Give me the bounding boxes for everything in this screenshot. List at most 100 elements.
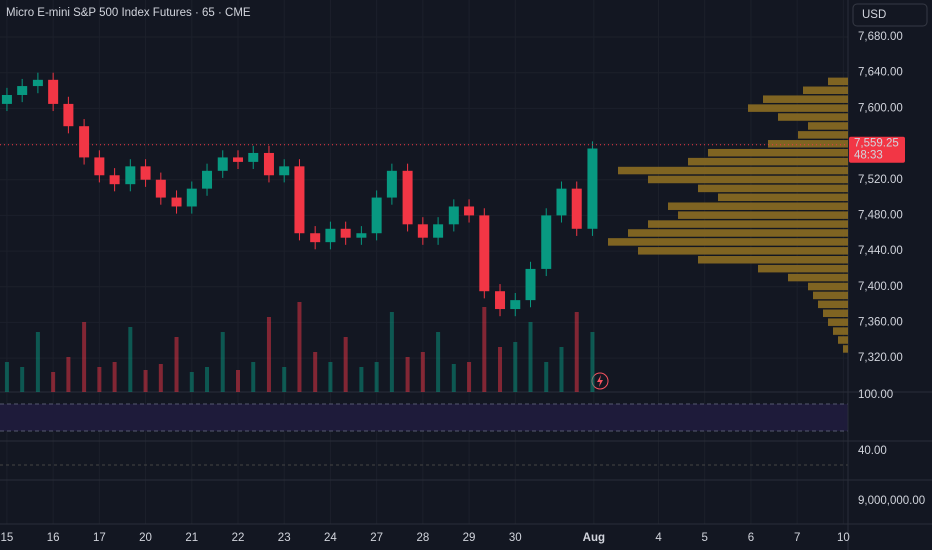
candle-body xyxy=(541,215,552,269)
y-tick-label: 7,320.00 xyxy=(858,352,903,364)
volume-bar xyxy=(266,317,271,392)
x-tick-label: 15 xyxy=(1,532,14,544)
x-tick-label: 28 xyxy=(416,532,429,544)
y-tick-label: 7,640.00 xyxy=(858,67,903,79)
candle-body xyxy=(1,94,12,104)
y-tick-label: 7,480.00 xyxy=(858,209,903,221)
volume-bar xyxy=(51,372,56,392)
x-tick-label: 7 xyxy=(794,532,800,544)
volume-bar xyxy=(528,322,533,392)
indicator-tick: 40.00 xyxy=(858,445,887,457)
profile-bar xyxy=(668,202,848,210)
x-tick-label: 22 xyxy=(232,532,245,544)
volume-bar xyxy=(66,357,71,392)
volume-bar xyxy=(174,337,179,392)
profile-bar xyxy=(803,86,848,95)
profile-bar xyxy=(798,131,848,139)
volume-bar xyxy=(343,337,348,392)
y-tick-label: 7,400.00 xyxy=(858,281,903,293)
candle-body xyxy=(140,166,151,180)
profile-bar xyxy=(843,345,848,353)
x-tick-label: 23 xyxy=(278,532,291,544)
last-price-label: 7,559.25 xyxy=(854,138,899,150)
chart-title: Micro E-mini S&P 500 Index Futures · 65 … xyxy=(6,7,251,19)
candle-body xyxy=(171,197,182,207)
x-tick-label: 16 xyxy=(47,532,60,544)
x-tick-label: 6 xyxy=(748,532,754,544)
volume-bar xyxy=(235,370,240,392)
profile-bar xyxy=(833,327,848,335)
profile-bar xyxy=(828,77,848,86)
profile-bar xyxy=(748,104,848,112)
volume-bar xyxy=(251,362,256,392)
x-tick-label: 20 xyxy=(139,532,152,544)
y-tick-label: 7,680.00 xyxy=(858,31,903,43)
candle-body xyxy=(279,166,290,176)
profile-bar xyxy=(808,122,848,130)
y-tick-label: 7,600.00 xyxy=(858,102,903,114)
candle-body xyxy=(155,179,166,198)
volume-bar xyxy=(189,372,194,392)
candle-body xyxy=(17,86,28,95)
volume-bar xyxy=(128,327,133,392)
candle-body xyxy=(125,166,136,185)
candle-body xyxy=(232,157,243,162)
candle-body xyxy=(495,291,506,310)
profile-bar xyxy=(648,220,848,228)
candle-body xyxy=(32,79,43,87)
profile-bar xyxy=(648,175,848,184)
candle-body xyxy=(248,152,259,162)
profile-bar xyxy=(808,282,848,291)
candle-body xyxy=(325,228,336,243)
volume-bar xyxy=(482,307,487,392)
grid xyxy=(0,0,848,524)
profile-bar xyxy=(813,291,848,300)
volume-bar xyxy=(590,332,595,392)
volume-bar xyxy=(82,322,87,392)
profile-bar xyxy=(778,113,848,121)
volume-bar xyxy=(20,367,25,392)
profile-bar xyxy=(708,148,848,157)
profile-bar xyxy=(698,255,848,264)
volume-bar xyxy=(4,362,9,392)
candle-body xyxy=(433,224,444,238)
profile-bar xyxy=(788,273,848,282)
candle-body xyxy=(186,188,197,207)
x-tick-label: 10 xyxy=(837,532,850,544)
profile-bar xyxy=(638,247,848,255)
candle-body xyxy=(48,79,59,104)
volume-bar xyxy=(282,367,287,392)
candle-body xyxy=(79,126,90,158)
volume-bar xyxy=(374,362,379,392)
volume-bar xyxy=(313,352,318,392)
profile-bar xyxy=(758,264,848,273)
currency-button[interactable] xyxy=(852,3,928,27)
x-tick-label: Aug xyxy=(583,532,605,544)
y-tick-label: 7,360.00 xyxy=(858,316,903,328)
volume-bar xyxy=(389,312,394,392)
volume-bar xyxy=(205,367,210,392)
volume-bar xyxy=(513,342,518,392)
volume-bar xyxy=(97,367,102,392)
candle-body xyxy=(371,197,382,234)
profile-bar xyxy=(628,229,848,237)
volume-bar xyxy=(559,347,564,392)
y-tick-label: 7,440.00 xyxy=(858,245,903,257)
candle-body xyxy=(294,166,305,234)
profile-bar xyxy=(823,309,848,318)
volume-bar xyxy=(574,312,579,392)
candle-body xyxy=(510,300,521,310)
currency-label[interactable]: USD xyxy=(862,9,886,21)
profile-bar xyxy=(608,238,848,246)
x-tick-label: 21 xyxy=(185,532,198,544)
candle-body xyxy=(556,188,567,216)
candle-body xyxy=(340,228,351,238)
candle-body xyxy=(464,206,475,216)
candle-body xyxy=(310,233,321,243)
profile-bar xyxy=(763,95,848,103)
profile-bar xyxy=(618,166,848,175)
volume-bar xyxy=(220,332,225,392)
candle-body xyxy=(525,268,536,301)
